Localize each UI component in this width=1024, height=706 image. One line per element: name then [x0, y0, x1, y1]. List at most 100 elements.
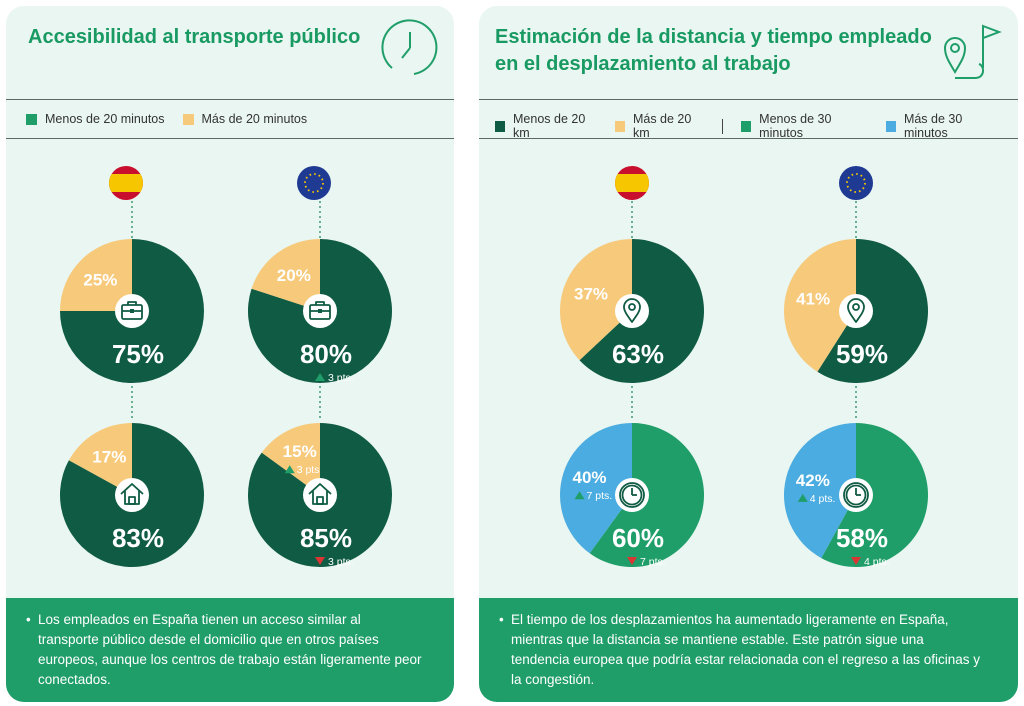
legend-swatch — [182, 113, 194, 125]
pie-value-label: 83% — [112, 523, 164, 553]
increase-arrow-icon — [574, 491, 585, 500]
decrease-arrow-icon — [851, 557, 861, 565]
pie-chart: 60% 7 pts. 40% 7 pts. — [559, 423, 704, 568]
legend-item: Menos de 30 minutos — [741, 112, 868, 140]
legend-swatch — [741, 120, 752, 132]
home-icon — [120, 483, 144, 505]
icon-badge — [115, 478, 149, 512]
location-pin-icon — [847, 298, 865, 323]
change-label: 3 pts — [297, 464, 320, 476]
pie-value-label: 20% — [277, 266, 311, 285]
spain-flag-icon — [615, 166, 649, 200]
title-line: Estimación de la distancia y tiempo empl… — [495, 26, 932, 48]
legend-label: Menos de 20 minutos — [45, 112, 165, 126]
pie-value-label: 59% — [836, 339, 888, 369]
location-pin-icon — [623, 298, 641, 323]
summary-note: Los empleados en España tienen un acceso… — [6, 598, 454, 702]
pie-chart: 85% 3 pts. 15% 3 pts — [247, 423, 392, 568]
change-label: 3 pts. — [328, 556, 354, 568]
legend-label: Más de 30 minutos — [903, 112, 963, 140]
location-flag-icon — [943, 24, 1002, 79]
change-label: 4 pts. — [810, 493, 836, 505]
title-line: en el desplazamiento al trabajo — [495, 53, 791, 75]
icon-badge — [839, 294, 873, 328]
pie-value-label: 17% — [92, 448, 126, 467]
legend-item: Menos de 20 minutos — [26, 112, 165, 126]
panel-title: Estimación de la distancia y tiempo empl… — [495, 24, 935, 78]
divider — [6, 99, 454, 100]
increase-arrow-icon — [797, 493, 808, 502]
legend: Menos de 20 km Más de 20 km Menos de 30 … — [495, 112, 1018, 140]
increase-arrow-icon — [284, 465, 295, 474]
clock-icon — [381, 19, 438, 75]
pie-slice-minor — [68, 423, 132, 495]
legend-label: Más de 20 km — [632, 112, 692, 140]
pie-slice-main — [821, 423, 929, 567]
icon-badge — [615, 294, 649, 328]
pie-value-label: 42% — [796, 471, 830, 490]
pie-slice-minor — [261, 423, 320, 495]
legend-label: Más de 20 minutos — [201, 112, 308, 126]
decrease-arrow-icon — [315, 557, 325, 565]
pie-value-label: 41% — [796, 290, 830, 309]
pie-chart: 58% 4 pts. 42% 4 pts. — [784, 423, 929, 568]
eu-flag-icon — [839, 166, 873, 200]
panel-title: Accesibilidad al transporte público — [28, 26, 361, 48]
pie-value-label: 80% — [300, 339, 352, 369]
pie-value-label: 58% — [836, 523, 888, 553]
note-text: Los empleados en España tienen un acceso… — [26, 610, 423, 690]
legend-separator — [722, 118, 724, 134]
accessibility-panel: Accesibilidad al transporte público Meno… — [6, 6, 454, 702]
legend-swatch — [26, 113, 37, 125]
pie-slice-minor — [559, 239, 632, 361]
divider — [479, 99, 1018, 100]
pie-slice-minor — [784, 423, 856, 559]
pie-chart: 59% 41% — [784, 239, 929, 383]
briefcase-icon — [121, 301, 143, 320]
clock-icon — [619, 482, 645, 508]
increase-arrow-icon — [315, 373, 325, 381]
legend-item: Más de 30 minutos — [885, 112, 1000, 140]
pie-value-label: 25% — [83, 270, 117, 289]
divider — [6, 138, 454, 139]
legend: Menos de 20 minutos Más de 20 minutos — [26, 112, 325, 126]
pie-slice-minor — [559, 423, 632, 554]
briefcase-icon — [309, 301, 331, 320]
pie-value-label: 63% — [612, 339, 664, 369]
pie-value-label: 40% — [572, 468, 606, 487]
spain-flag-icon — [109, 166, 143, 200]
legend-label: Menos de 20 km — [513, 112, 586, 140]
decrease-arrow-icon — [627, 557, 637, 565]
pie-chart: 80% 3 pts. 20% — [247, 239, 392, 384]
pie-slice-minor — [784, 239, 856, 372]
eu-flag-icon — [297, 166, 331, 200]
pie-value-label: 75% — [112, 339, 164, 369]
legend-item: Más de 20 km — [614, 112, 704, 140]
legend-swatch — [614, 120, 625, 132]
pie-slice-minor — [251, 239, 320, 311]
pie-slice-minor — [60, 239, 132, 311]
pie-chart: 63% 37% — [559, 239, 704, 383]
note-text: El tiempo de los desplazamientos ha aume… — [499, 610, 981, 690]
pie-value-label: 60% — [612, 523, 664, 553]
summary-note: El tiempo de los desplazamientos ha aume… — [479, 598, 1018, 702]
icon-badge — [303, 478, 337, 512]
home-icon — [308, 483, 332, 505]
legend-swatch — [885, 120, 896, 132]
change-label: 7 pts. — [640, 556, 666, 568]
legend-item: Más de 20 minutos — [182, 112, 308, 126]
change-label: 7 pts. — [587, 490, 613, 502]
distance-time-panel: Estimación de la distancia y tiempo empl… — [479, 6, 1018, 702]
divider — [479, 138, 1018, 139]
change-label: 3 pts. — [328, 372, 354, 384]
pie-value-label: 85% — [300, 523, 352, 553]
legend-swatch — [495, 120, 505, 132]
pie-value-label: 15% — [283, 442, 317, 461]
change-label: 4 pts. — [864, 556, 890, 568]
clock-icon — [843, 482, 869, 508]
legend-item: Menos de 20 km — [495, 112, 597, 140]
legend-label: Menos de 30 minutos — [759, 112, 832, 140]
pie-value-label: 37% — [574, 284, 608, 303]
pie-chart: 83% 17% — [60, 423, 205, 567]
pie-chart: 75% 25% — [60, 239, 204, 383]
